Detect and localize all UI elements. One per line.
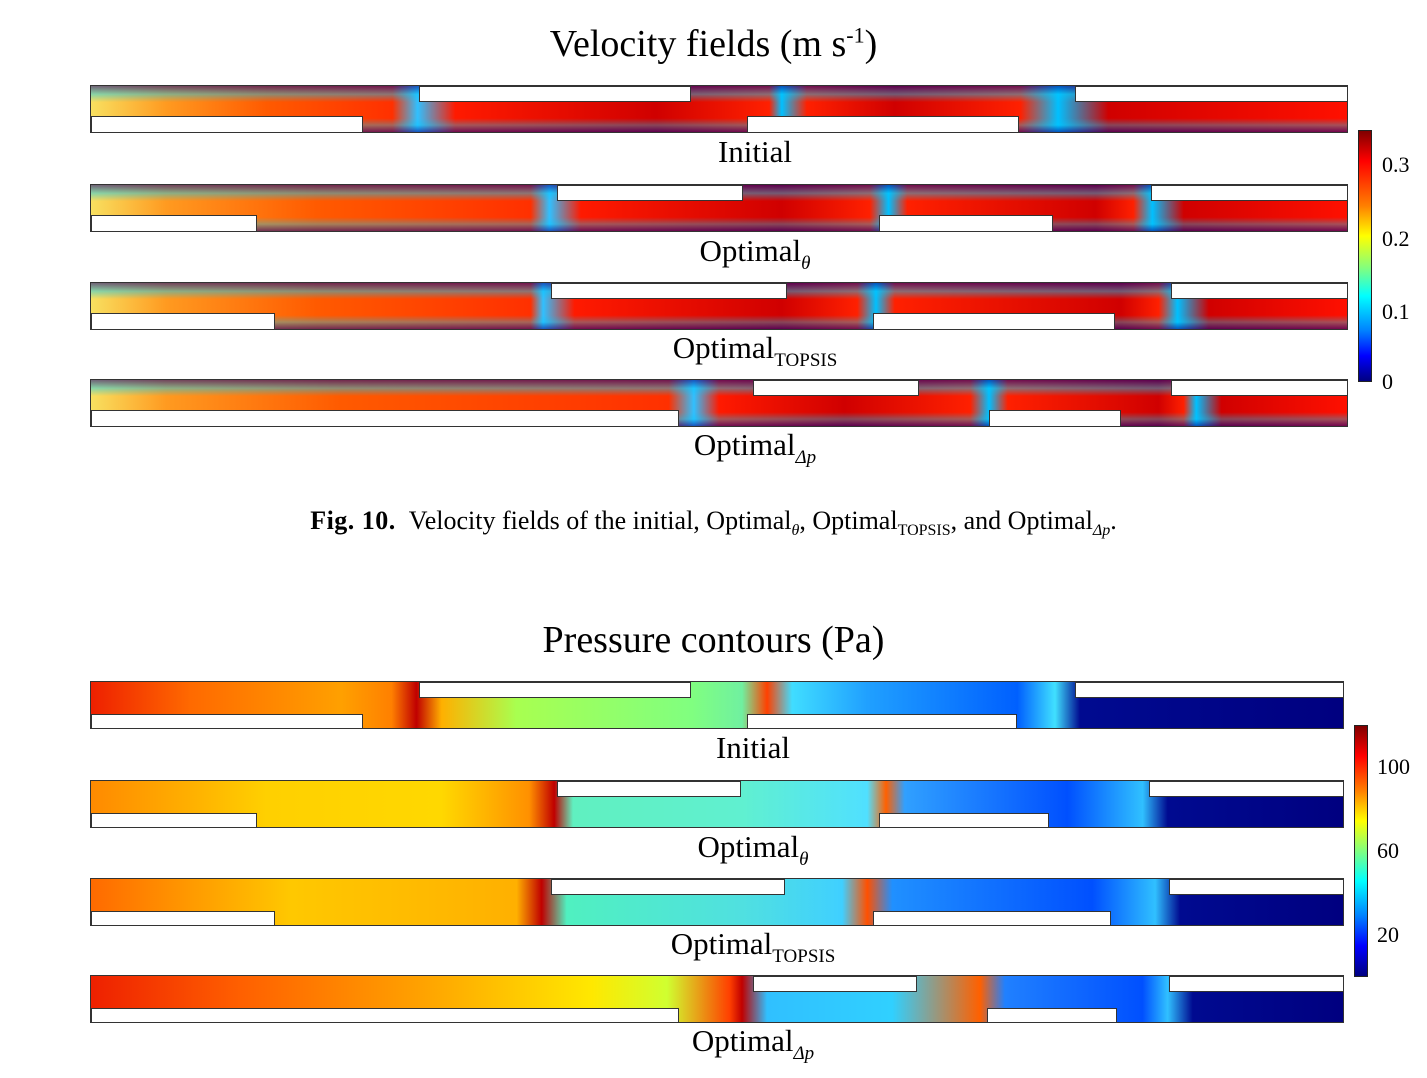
case-label-text: Initial bbox=[715, 730, 791, 765]
pressure-channel-optimal-theta bbox=[90, 780, 1344, 828]
caption-sub: TOPSIS bbox=[897, 522, 951, 539]
pressure-colorbar bbox=[1354, 725, 1368, 977]
case-label-text: Optimal bbox=[693, 427, 796, 462]
velocity-colorbar-tick: 0.2 bbox=[1382, 226, 1410, 251]
case-label-sub: θ bbox=[801, 253, 811, 274]
case-label-text: Optimal bbox=[670, 926, 773, 961]
pressure-baffle-bottom-2 bbox=[873, 911, 1111, 925]
velocity-baffle-top-1 bbox=[753, 380, 919, 396]
velocity-case-label-optimal-dp: OptimalΔp bbox=[555, 427, 955, 469]
velocity-baffle-top-1 bbox=[557, 185, 743, 201]
figure-caption: Fig. 10. Velocity fields of the initial,… bbox=[0, 506, 1427, 540]
velocity-baffle-top-2 bbox=[1075, 86, 1347, 102]
velocity-baffle-top-1 bbox=[551, 283, 787, 299]
velocity-baffle-bottom-1 bbox=[91, 410, 679, 426]
pressure-baffle-bottom-1 bbox=[91, 911, 275, 925]
pressure-colorbar-tick: 60 bbox=[1377, 838, 1399, 863]
velocity-title-sup: -1 bbox=[846, 22, 865, 48]
velocity-channel-optimal-topsis bbox=[90, 282, 1348, 330]
pressure-baffle-top-1 bbox=[557, 781, 741, 797]
velocity-baffle-top-2 bbox=[1171, 380, 1347, 396]
velocity-colorbar-tick: 0 bbox=[1382, 369, 1393, 394]
velocity-baffle-bottom-2 bbox=[747, 116, 1019, 132]
velocity-title-close: ) bbox=[864, 23, 878, 65]
velocity-colorbar bbox=[1358, 130, 1372, 382]
pressure-baffle-top-2 bbox=[1169, 976, 1343, 992]
case-label-text: Optimal bbox=[691, 1023, 794, 1058]
velocity-baffle-bottom-2 bbox=[879, 215, 1053, 231]
velocity-channel-optimal-dp bbox=[90, 379, 1348, 427]
pressure-baffle-bottom-2 bbox=[879, 813, 1049, 827]
velocity-case-label-initial: Initial bbox=[555, 134, 955, 170]
velocity-baffle-top-2 bbox=[1171, 283, 1347, 299]
case-label-text: Optimal bbox=[697, 829, 800, 864]
pressure-colorbar-tick: 20 bbox=[1377, 922, 1399, 947]
caption-sub: θ bbox=[791, 522, 800, 539]
caption-label: Fig. 10. bbox=[310, 506, 396, 535]
pressure-baffle-top-2 bbox=[1149, 781, 1343, 797]
velocity-baffle-bottom-1 bbox=[91, 116, 363, 132]
velocity-baffle-top-2 bbox=[1151, 185, 1347, 201]
pressure-baffle-bottom-1 bbox=[91, 714, 363, 728]
velocity-baffle-bottom-1 bbox=[91, 215, 257, 231]
pressure-channel-optimal-topsis bbox=[90, 878, 1344, 926]
velocity-baffle-bottom-2 bbox=[873, 313, 1115, 329]
velocity-case-label-optimal-theta: Optimalθ bbox=[555, 233, 955, 275]
case-label-sub: TOPSIS bbox=[774, 350, 838, 371]
caption-text: Velocity fields of the initial, Optimal bbox=[408, 506, 792, 535]
pressure-case-label-optimal-dp: OptimalΔp bbox=[553, 1023, 953, 1065]
caption-sub: Δp bbox=[1092, 522, 1111, 539]
case-label-text: Optimal bbox=[672, 330, 775, 365]
pressure-baffle-top-1 bbox=[419, 682, 691, 698]
pressure-figure-title: Pressure contours (Pa) bbox=[542, 619, 885, 661]
caption-text: , and Optimal bbox=[950, 506, 1093, 535]
pressure-case-label-initial: Initial bbox=[553, 730, 953, 766]
case-label-sub: Δp bbox=[795, 447, 817, 468]
velocity-channel-optimal-theta bbox=[90, 184, 1348, 232]
velocity-figure-title: Velocity fields (m s-1) bbox=[0, 22, 1427, 66]
velocity-baffle-bottom-2 bbox=[989, 410, 1121, 426]
velocity-colorbar-tick: 0.3 bbox=[1382, 152, 1410, 177]
case-label-sub: Δp bbox=[793, 1043, 815, 1064]
case-label-sub: TOPSIS bbox=[772, 946, 836, 967]
velocity-channel-initial bbox=[90, 85, 1348, 133]
velocity-baffle-bottom-1 bbox=[91, 313, 275, 329]
pressure-case-label-optimal-theta: Optimalθ bbox=[553, 829, 953, 871]
case-label-sub: θ bbox=[799, 849, 809, 870]
velocity-case-label-optimal-topsis: OptimalTOPSIS bbox=[555, 330, 955, 372]
pressure-case-label-optimal-topsis: OptimalTOPSIS bbox=[553, 926, 953, 968]
pressure-baffle-top-2 bbox=[1169, 879, 1343, 895]
pressure-baffle-bottom-1 bbox=[91, 1008, 679, 1022]
velocity-colorbar-tick: 0.1 bbox=[1382, 299, 1410, 324]
velocity-title-text: Velocity fields (m s bbox=[549, 23, 847, 65]
pressure-colorbar-tick: 100 bbox=[1377, 754, 1410, 779]
pressure-channel-optimal-dp bbox=[90, 975, 1344, 1023]
caption-text: . bbox=[1110, 506, 1117, 535]
case-label-text: Initial bbox=[717, 134, 793, 169]
pressure-channel-initial bbox=[90, 681, 1344, 729]
pressure-baffle-top-1 bbox=[551, 879, 785, 895]
pressure-baffle-bottom-2 bbox=[747, 714, 1017, 728]
case-label-text: Optimal bbox=[699, 233, 802, 268]
pressure-baffle-top-2 bbox=[1075, 682, 1343, 698]
pressure-baffle-bottom-2 bbox=[987, 1008, 1117, 1022]
velocity-baffle-top-1 bbox=[419, 86, 691, 102]
caption-text: , Optimal bbox=[799, 506, 898, 535]
pressure-baffle-top-1 bbox=[753, 976, 917, 992]
pressure-baffle-bottom-1 bbox=[91, 813, 257, 827]
